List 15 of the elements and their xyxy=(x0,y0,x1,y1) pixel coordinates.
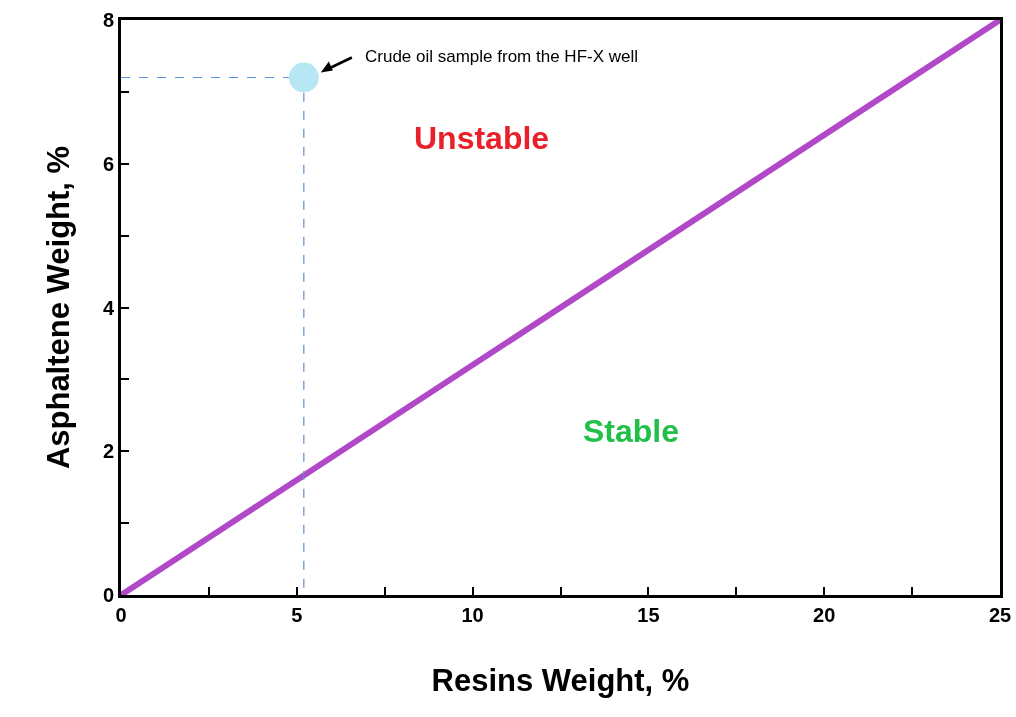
y-tick-label: 0 xyxy=(102,584,114,606)
annotation: Stable xyxy=(583,413,680,449)
x-tick-label: 10 xyxy=(461,604,484,626)
y-tick-label: 2 xyxy=(102,440,114,463)
y-axis-title: Asphaltene Weight, % xyxy=(40,145,76,470)
annotation: Unstable xyxy=(414,120,550,156)
y-tick-label: 8 xyxy=(102,9,114,31)
y-tick-label: 6 xyxy=(102,152,114,175)
annotation: Crude oil sample from the HF-X well xyxy=(365,47,639,66)
x-tick-label: 20 xyxy=(813,604,836,626)
x-tick-label: 25 xyxy=(988,604,1012,626)
x-axis-title: Resins Weight, % xyxy=(431,663,690,699)
x-tick-label: 15 xyxy=(637,604,660,626)
y-tick-label: 4 xyxy=(102,296,115,319)
x-tick-label: 5 xyxy=(291,604,303,626)
